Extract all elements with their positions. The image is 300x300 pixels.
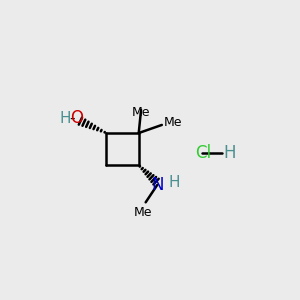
Text: Me: Me xyxy=(134,206,153,219)
Text: H: H xyxy=(59,110,70,125)
Text: N: N xyxy=(151,176,164,194)
Text: H: H xyxy=(169,175,180,190)
Text: Me: Me xyxy=(164,116,183,129)
Text: O: O xyxy=(70,109,83,127)
Text: Me: Me xyxy=(132,106,150,119)
Text: -: - xyxy=(70,110,75,125)
Text: Cl: Cl xyxy=(195,144,212,162)
Text: H: H xyxy=(223,144,236,162)
